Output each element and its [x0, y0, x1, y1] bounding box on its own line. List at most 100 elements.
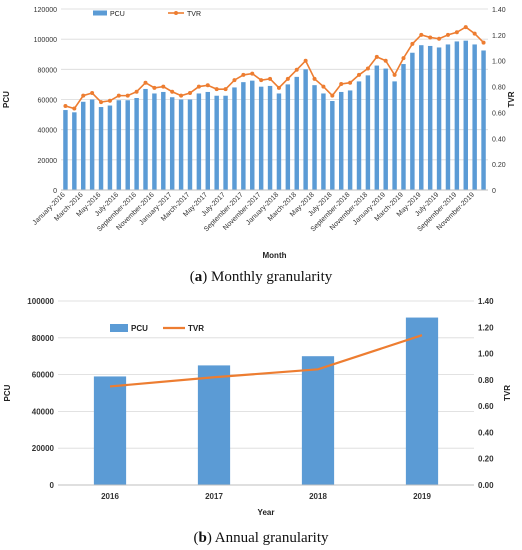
pcu-bar [454, 41, 460, 190]
y2-tick-label: 0.40 [478, 428, 494, 437]
pcu-bar [405, 317, 439, 485]
pcu-bar [285, 84, 291, 190]
y-axis-title: PCU [2, 91, 11, 108]
tvr-point [357, 72, 362, 77]
y2-tick-label: 1.20 [478, 323, 494, 332]
y-tick-label: 60000 [38, 98, 58, 105]
y2-tick-label: 0.20 [492, 162, 506, 169]
tvr-point [445, 32, 450, 37]
legend-pcu-label: PCU [110, 11, 125, 18]
x-axis-title: Month [263, 251, 287, 260]
tvr-point [187, 91, 192, 96]
monthly-chart: 0 20000 40000 60000 80000 100000 120000 0 0.20 0.… [2, 7, 516, 260]
pcu-bar [481, 50, 486, 190]
tvr-point [63, 103, 68, 108]
x-axis-title: Year [258, 508, 275, 517]
tvr-point [392, 72, 397, 77]
tvr-point [303, 58, 308, 63]
pcu-bar [116, 100, 122, 190]
y2-axis-title: TVR [503, 385, 512, 401]
pcu-bar [374, 65, 380, 190]
tvr-point [205, 83, 210, 88]
pcu-bar [401, 64, 406, 190]
tvr-point [152, 85, 157, 90]
tvr-point [250, 71, 255, 76]
pcu-bar [205, 91, 211, 190]
pcu-bar [72, 112, 77, 190]
pcu-bar [258, 86, 264, 190]
pcu-bar [267, 85, 273, 190]
tvr-point [481, 40, 486, 45]
y-tick-label: 60000 [32, 371, 55, 380]
y2-tick-label: 1.40 [478, 297, 494, 306]
legend-pcu-swatch [110, 324, 128, 332]
tvr-point [223, 87, 228, 92]
pcu-bar [472, 44, 477, 191]
pcu-bar [125, 100, 130, 190]
caption-annual: (b) Annual granularity [193, 530, 329, 546]
tvr-point [259, 78, 264, 83]
legend-pcu-label: PCU [131, 324, 148, 333]
tvr-point [179, 93, 184, 98]
pcu-bar [436, 47, 442, 191]
pcu-bar [445, 44, 451, 191]
tvr-point [161, 84, 166, 89]
tvr-point [196, 84, 201, 89]
pcu-bar [232, 87, 237, 190]
tvr-point [268, 76, 273, 81]
y-tick-label: 0 [53, 188, 57, 195]
tvr-point [339, 81, 344, 86]
y2-tick-label: 1.20 [492, 33, 506, 40]
tvr-point [134, 89, 139, 94]
pcu-bar [410, 52, 415, 190]
pcu-bar [276, 93, 282, 190]
tvr-point [312, 76, 317, 81]
tvr-point [125, 93, 130, 98]
y2-tick-label: 0.60 [478, 402, 494, 411]
caption-monthly-text: Monthly granularity [207, 269, 333, 285]
y-tick-label: 40000 [38, 128, 58, 135]
pcu-bar [81, 101, 86, 190]
y-tick-label: 100000 [27, 297, 54, 306]
caption-monthly: (a) Monthly granularity [189, 269, 333, 285]
pcu-bar [330, 101, 335, 190]
tvr-point [383, 58, 388, 63]
pcu-bar [214, 95, 219, 190]
caption-annual-text: Annual granularity [211, 530, 329, 546]
pcu-bar [312, 85, 317, 190]
x-tick-label: 2017 [205, 492, 223, 501]
tvr-point [454, 30, 459, 35]
x-tick-label: 2018 [309, 492, 327, 501]
pcu-bar [161, 91, 166, 190]
y-axis-title: PCU [3, 384, 12, 401]
tvr-point [374, 54, 379, 59]
y2-tick-label: 0 [492, 188, 496, 195]
pcu-bar [463, 40, 468, 190]
y2-axis-title: TVR [507, 91, 516, 107]
tvr-point [401, 56, 406, 61]
tvr-point [330, 93, 335, 98]
y-tick-label: 120000 [34, 7, 57, 14]
caption-annual-letter: b [198, 530, 207, 546]
tvr-point [285, 76, 290, 81]
annual-chart: 0 20000 40000 60000 80000 100000 0.00 0.20 0.40 0… [3, 297, 512, 517]
pcu-bar [294, 76, 299, 190]
pcu-bar [250, 80, 255, 190]
tvr-point [99, 100, 104, 105]
pcu-bar [356, 81, 362, 190]
pcu-bar [321, 93, 326, 190]
pcu-bar [63, 110, 68, 190]
tvr-point [276, 85, 281, 90]
y2-tick-label: 1.00 [478, 350, 494, 359]
tvr-line [109, 334, 423, 388]
pcu-bar [178, 99, 184, 190]
tvr-point [365, 66, 370, 71]
pcu-bar [196, 93, 202, 190]
pcu-bar [338, 91, 344, 190]
y2-tick-label: 0.00 [478, 481, 494, 490]
pcu-bar [152, 93, 157, 190]
tvr-point [170, 89, 175, 94]
tvr-point [214, 87, 219, 92]
tvr-point [72, 106, 77, 111]
pcu-bar [98, 107, 104, 190]
